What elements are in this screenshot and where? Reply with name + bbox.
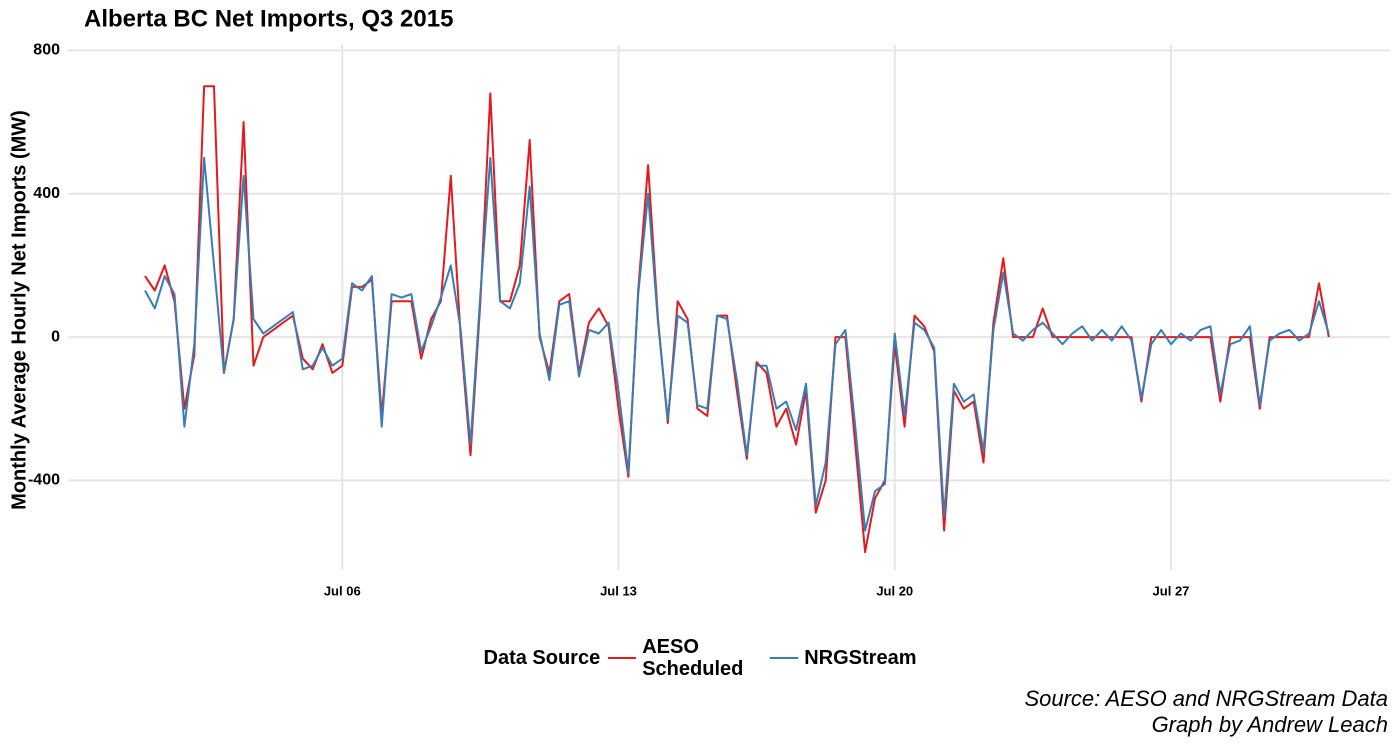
x-tick-label: Jul 13 <box>600 583 637 598</box>
legend-item: NRGStream <box>770 647 916 669</box>
y-axis-title: Monthly Average Hourly Net Imports (MW) <box>8 110 30 510</box>
y-tick-label: -400 <box>28 472 60 489</box>
y-tick-label: 800 <box>33 42 60 59</box>
x-tick-label: Jul 20 <box>876 583 913 598</box>
legend-swatch <box>770 657 799 659</box>
caption-line: Graph by Andrew Leach <box>1151 712 1388 737</box>
series-line <box>144 85 1330 554</box>
series-line <box>144 156 1330 532</box>
chart-title: Alberta BC Net Imports, Q3 2015 <box>84 5 453 32</box>
legend-title: Data Source <box>483 646 601 669</box>
legend-label: NRGStream <box>804 647 917 669</box>
legend: Data Source AESO Scheduled NRGStream <box>0 636 1400 680</box>
legend-label: AESO Scheduled <box>642 636 744 680</box>
x-tick-label: Jul 06 <box>324 583 361 598</box>
caption: Source: AESO and NRGStream Data Graph by… <box>1024 686 1388 738</box>
y-tick-label: 400 <box>33 185 60 202</box>
caption-line: Source: AESO and NRGStream Data <box>1024 686 1388 711</box>
chart: Alberta BC Net Imports, Q3 2015 Monthly … <box>8 5 1390 598</box>
legend-item: AESO Scheduled <box>608 636 762 680</box>
x-tick-label: Jul 27 <box>1153 583 1190 598</box>
y-tick-label: 0 <box>51 328 60 345</box>
legend-swatch <box>608 657 637 659</box>
